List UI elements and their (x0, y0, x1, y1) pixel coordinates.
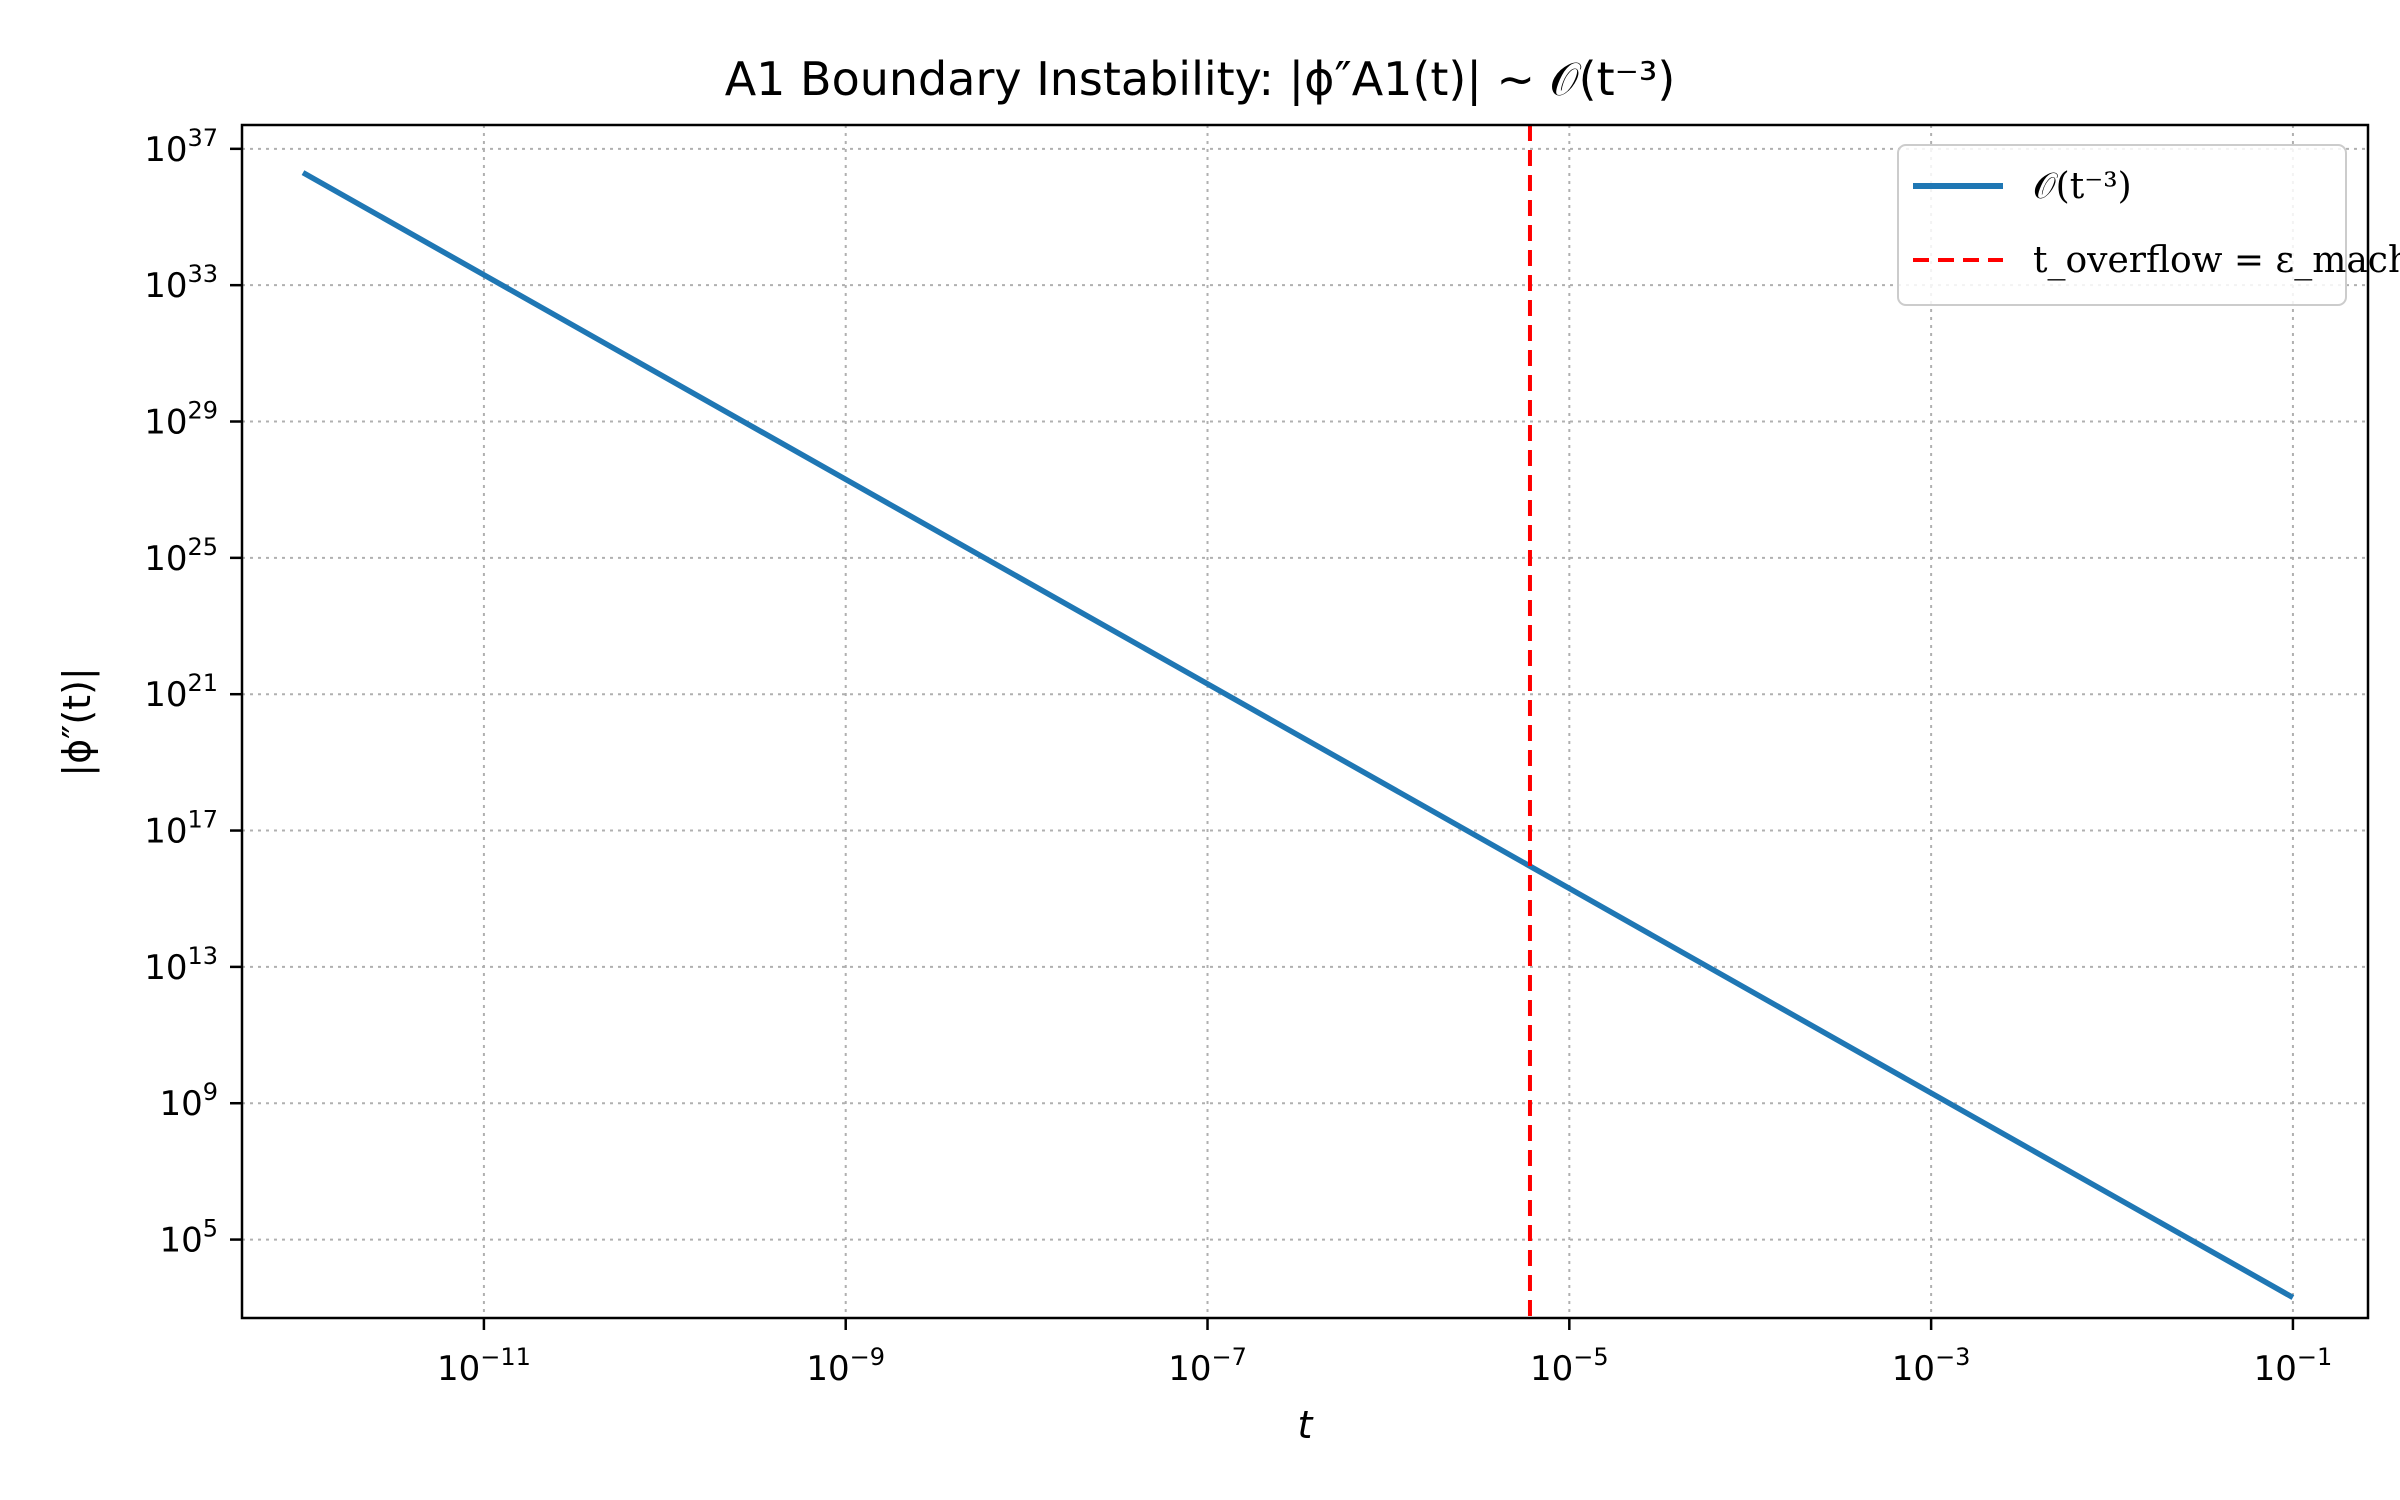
legend-label-line-series: 𝒪(t⁻³) (2033, 166, 2132, 207)
x-tick-label: 10−5 (1530, 1343, 1609, 1389)
y-tick-label: 1013 (144, 942, 218, 988)
grid-lines (242, 125, 2368, 1318)
plot-area-frame (240, 123, 2370, 1320)
y-tick-label: 1033 (144, 260, 218, 306)
y-tick-label: 1029 (144, 397, 218, 443)
legend: 𝒪(t⁻³) t_overflow = ε_mach^(1/3) (1897, 144, 2400, 306)
y-tick-label: 1021 (144, 669, 218, 715)
x-axis-label: t (1298, 1403, 1315, 1447)
legend-box (1897, 144, 2347, 306)
plot-series (301, 125, 2295, 1318)
y-tick-label: 1037 (144, 124, 218, 170)
x-tick-label: 10−9 (806, 1343, 885, 1389)
y-tick-label: 1025 (144, 533, 218, 579)
y-axis-label: |ϕ″(t)| (55, 667, 100, 776)
x-tick-label: 10−3 (1892, 1343, 1971, 1389)
series-line (301, 170, 2295, 1300)
y-tick-label: 1017 (144, 806, 218, 852)
chart-title: A1 Boundary Instability: |ϕ″A1(t)| ~ 𝒪(t… (725, 52, 1676, 107)
legend-label-overflow-line: t_overflow = ε_mach^(1/3) (2033, 240, 2400, 281)
y-tick-label: 109 (159, 1078, 218, 1124)
y-tick-label: 105 (159, 1215, 218, 1261)
x-tick-label: 10−1 (2254, 1343, 2333, 1389)
x-tick-label: 10−7 (1168, 1343, 1247, 1389)
axis-ticks: 10−11 10−9 10−7 10−5 10−3 10−1 105 109 1013 1017 1… (144, 124, 2332, 1389)
x-tick-label: 10−11 (437, 1343, 531, 1389)
